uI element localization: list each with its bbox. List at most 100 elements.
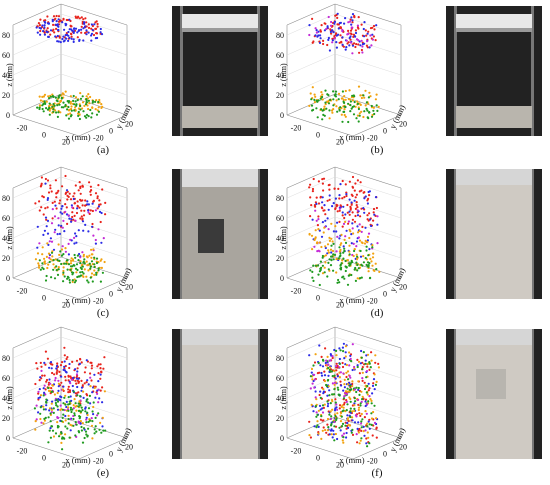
point-green (342, 409, 345, 412)
point-red (84, 199, 87, 202)
point-green (82, 272, 85, 275)
point-orange (60, 248, 64, 251)
point-magenta (329, 359, 332, 362)
point-red (46, 206, 49, 209)
point-blue (51, 400, 54, 403)
point-orange (83, 104, 86, 107)
point-blue (347, 426, 350, 429)
point-blue (342, 205, 345, 208)
point-red (36, 367, 39, 370)
axis-edge (334, 326, 402, 349)
point-orange (364, 239, 367, 242)
point-orange (367, 270, 370, 273)
point-green (367, 265, 370, 268)
z-tick-label: 40 (276, 394, 284, 403)
point-red (38, 200, 41, 203)
point-blue (351, 222, 354, 225)
panel-f-caption: (f) (371, 467, 383, 479)
point-green (52, 103, 55, 106)
point-red (313, 361, 317, 364)
point-blue (314, 390, 317, 393)
point-green (351, 428, 354, 431)
point-green (55, 398, 58, 401)
point-blue (342, 389, 345, 392)
point-red (63, 346, 66, 349)
point-orange (347, 390, 350, 393)
point-orange (75, 271, 78, 274)
point-red (38, 24, 42, 27)
point-green (365, 249, 368, 252)
point-magenta (360, 39, 363, 42)
point-orange (90, 256, 93, 259)
point-red (79, 402, 82, 405)
point-green (73, 109, 76, 112)
point-blue (46, 30, 49, 34)
point-green (370, 423, 373, 426)
point-blue (84, 406, 87, 409)
axis-edge (334, 166, 402, 189)
point-orange (343, 378, 346, 381)
point-blue (354, 35, 357, 38)
point-green (101, 271, 104, 274)
point-red (90, 364, 94, 367)
point-blue (43, 20, 46, 23)
y-tick-label: -20 (367, 297, 378, 306)
point-orange (321, 93, 324, 96)
axis-edge (286, 326, 336, 349)
point-red (71, 211, 74, 214)
point-blue (344, 351, 347, 354)
point-blue (87, 230, 90, 233)
point-green (349, 384, 352, 387)
point-green (365, 101, 368, 104)
point-blue (345, 431, 348, 435)
point-green (54, 401, 58, 405)
point-green (356, 365, 359, 369)
point-blue (101, 401, 104, 404)
point-blue (83, 25, 87, 28)
point-magenta (51, 208, 54, 211)
point-orange (340, 411, 343, 415)
point-green (48, 260, 51, 264)
point-blue (76, 385, 79, 389)
point-orange (358, 442, 361, 445)
point-red (83, 371, 86, 374)
point-red (50, 387, 53, 390)
point-orange (64, 90, 67, 93)
z-tick-label: 80 (276, 194, 284, 203)
point-blue (55, 20, 58, 23)
point-orange (310, 367, 314, 371)
z-axis-label: z (mm) (5, 63, 14, 87)
point-red (58, 199, 62, 202)
point-green (94, 100, 97, 103)
point-green (344, 259, 347, 263)
point-green (323, 271, 326, 274)
axis-edge (60, 326, 128, 349)
point-blue (67, 39, 70, 43)
point-green (72, 417, 75, 421)
point-magenta (43, 384, 46, 387)
point-orange (358, 239, 362, 242)
point-orange (89, 95, 92, 99)
point-green (81, 270, 84, 274)
point-orange (91, 106, 94, 109)
point-green (362, 94, 365, 97)
point-green (91, 112, 94, 115)
point-blue (350, 201, 353, 204)
axis-edge (286, 277, 354, 300)
point-magenta (353, 365, 356, 369)
axis-edge (286, 93, 336, 116)
point-orange (369, 95, 372, 98)
point-red (78, 17, 81, 20)
point-red (349, 32, 352, 35)
point-blue (367, 382, 370, 385)
point-red (360, 429, 363, 432)
point-red (67, 391, 70, 394)
point-green (83, 115, 87, 118)
point-orange (308, 434, 311, 437)
point-green (51, 390, 54, 393)
point-green (360, 263, 363, 266)
point-red (349, 18, 352, 21)
point-red (46, 27, 49, 30)
point-green (80, 425, 83, 429)
point-red (90, 27, 93, 30)
